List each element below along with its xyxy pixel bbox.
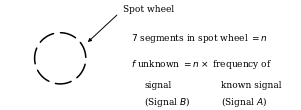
Text: signal: signal	[144, 81, 172, 90]
Text: known signal: known signal	[221, 81, 282, 90]
Text: $7$ segments in spot wheel $= n$: $7$ segments in spot wheel $= n$	[131, 32, 268, 45]
Text: (Signal $B$): (Signal $B$)	[144, 95, 191, 109]
Text: $f$ unknown $= n \times$ frequency of: $f$ unknown $= n \times$ frequency of	[131, 58, 272, 71]
Text: (Signal $A$): (Signal $A$)	[221, 95, 267, 109]
Text: Spot wheel: Spot wheel	[123, 5, 175, 14]
